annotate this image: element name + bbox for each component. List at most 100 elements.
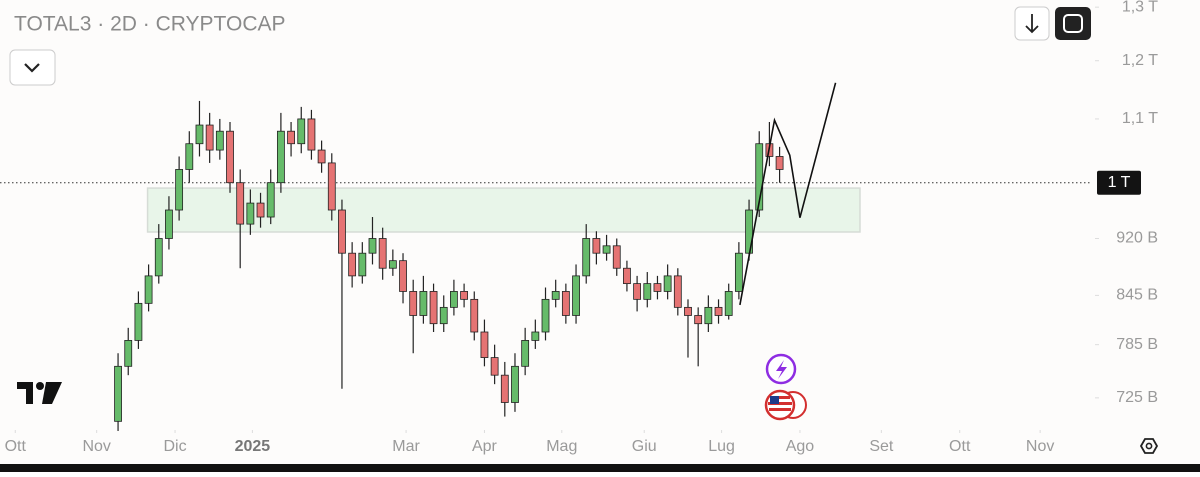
candle-body [388, 260, 397, 269]
x-tick-label: Mar [392, 438, 420, 455]
y-tick-label: 725 B [1116, 389, 1158, 406]
y-tick-label: 1,2 T [1122, 52, 1158, 69]
candle-body [541, 298, 550, 333]
bottom-bar [0, 464, 1200, 472]
candle-body [226, 130, 234, 184]
candle-body [724, 291, 733, 316]
x-tick-label: Set [869, 438, 894, 455]
candle-body [450, 291, 458, 308]
candle-body [582, 238, 591, 277]
candle-body [755, 143, 764, 211]
collapse-button[interactable] [9, 49, 56, 86]
x-tick-label: Giu [632, 438, 657, 455]
candle-body [195, 124, 204, 145]
candle-body [643, 283, 652, 300]
candle-body [124, 340, 133, 367]
candle-body [348, 252, 357, 277]
candle-body [572, 275, 580, 316]
event-icon[interactable] [765, 353, 797, 385]
candle-body [704, 306, 713, 325]
candle-body [338, 209, 346, 254]
price-label-box [1097, 170, 1141, 195]
candle-body [378, 238, 387, 269]
candle-body [684, 306, 692, 316]
candle-body [307, 118, 316, 151]
candle-body [144, 275, 153, 304]
x-tick-label: Ott [949, 438, 971, 455]
candle-body [134, 302, 143, 341]
candle-body [592, 238, 601, 254]
candle-body [429, 291, 438, 325]
x-tick-label: Dic [163, 438, 186, 455]
candle-body [633, 283, 642, 300]
candle-body [276, 130, 285, 184]
fullscreen-button[interactable] [1055, 7, 1091, 40]
plot-area: 725 B 785 B 845 B 920 B 1,1 T 1,2 T 1,3 T Ott No… [0, 0, 1158, 455]
candle-body [775, 156, 784, 170]
x-tick-label: Nov [1026, 438, 1054, 455]
y-tick-label: 1,3 T [1122, 0, 1158, 15]
candle-body [419, 291, 428, 316]
price-label: 1 T [1108, 174, 1131, 191]
x-tick-label: 2025 [235, 438, 271, 455]
candle-body [561, 291, 570, 316]
candle-body [399, 260, 407, 292]
candle-body [246, 202, 255, 225]
candle-body [734, 252, 743, 292]
candle-body [531, 331, 540, 341]
candle-body [521, 340, 530, 367]
candle-body [185, 143, 194, 170]
download-button[interactable] [1014, 6, 1050, 41]
candle-body [358, 252, 367, 277]
candle-body [480, 331, 489, 358]
candle-body [653, 283, 662, 292]
candle-body [673, 275, 682, 308]
candle-body [511, 365, 519, 403]
x-tick-label: Mag [546, 438, 577, 455]
projection-line [739, 82, 837, 306]
x-tick-label: Apr [472, 438, 498, 455]
candle-body [165, 209, 173, 239]
candle-body [175, 169, 184, 211]
settings-icon[interactable] [1139, 438, 1159, 454]
candle-body [714, 306, 723, 316]
candle-body [114, 365, 122, 422]
candle-body [297, 118, 306, 145]
candle-body [612, 245, 621, 269]
candle-body [439, 306, 448, 325]
candle-body [409, 291, 418, 316]
candle-body [327, 162, 336, 211]
chart-title: TOTAL3 · 2D · CRYPTOCAP [14, 13, 286, 36]
candle-body [317, 149, 326, 164]
candle-body [500, 374, 509, 403]
candle-body [266, 182, 275, 218]
y-tick-label: 1,1 T [1122, 110, 1158, 127]
candle-body [368, 238, 377, 254]
candle-body [623, 267, 631, 285]
zone [146, 187, 861, 233]
candle-body [256, 202, 265, 218]
y-tick-label: 845 B [1116, 287, 1158, 304]
x-tick-label: Ott [5, 438, 27, 455]
candle-body [460, 291, 468, 300]
y-tick-label: 920 B [1116, 230, 1158, 247]
candle-body [287, 130, 295, 145]
candle-body [154, 238, 163, 277]
candle-body [215, 130, 224, 151]
x-tick-label: Ago [786, 438, 815, 455]
candle-body [694, 315, 703, 325]
candle-body [205, 124, 214, 151]
flag-icon[interactable] [764, 389, 807, 421]
tradingview-logo [17, 382, 62, 404]
x-tick-label: Lug [708, 438, 735, 455]
candle-body [490, 357, 499, 376]
candle-body [602, 245, 611, 254]
candle-body [551, 291, 560, 300]
candle-body [470, 298, 479, 333]
x-tick-label: Nov [82, 438, 110, 455]
candle-body [663, 275, 672, 292]
y-tick-label: 785 B [1116, 336, 1158, 353]
